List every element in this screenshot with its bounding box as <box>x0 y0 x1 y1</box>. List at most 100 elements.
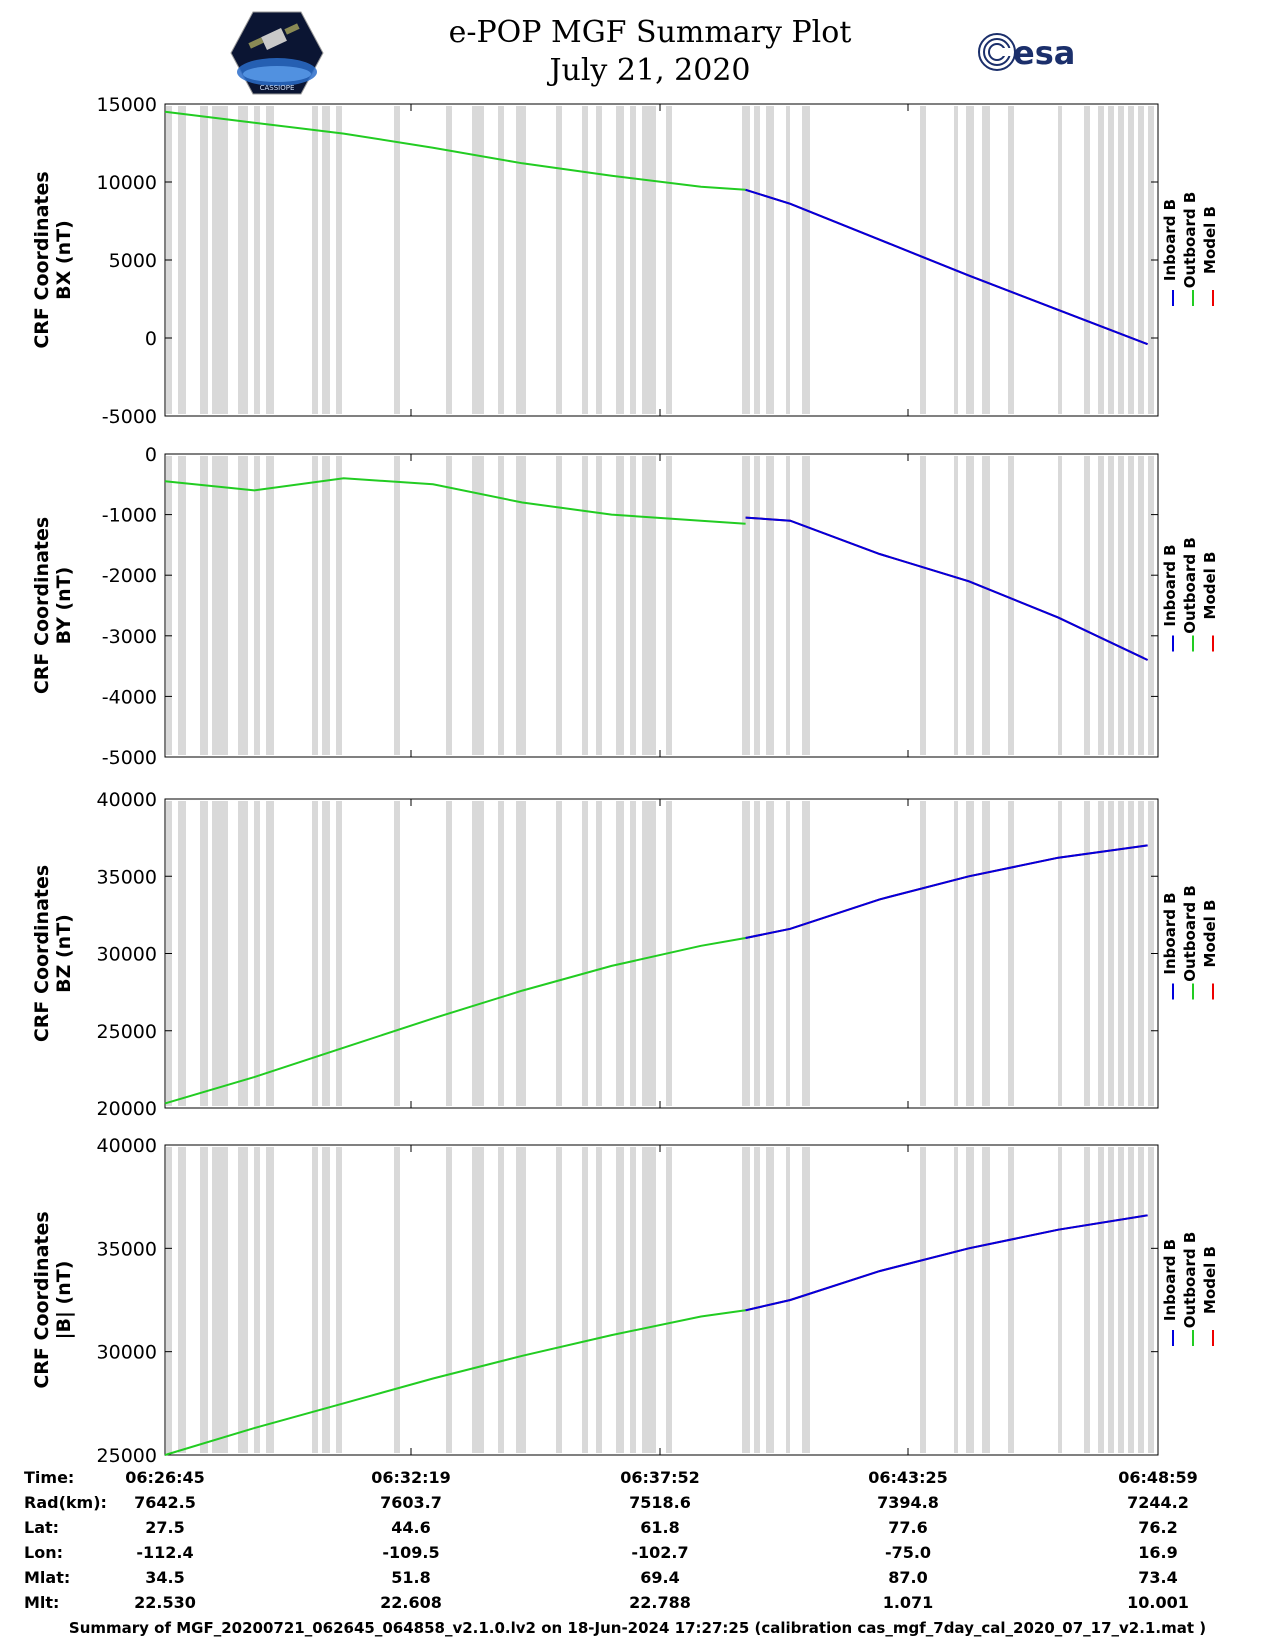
gap-band <box>982 456 990 755</box>
gap-band <box>312 1147 318 1453</box>
gap-band <box>254 456 260 755</box>
gap-band <box>498 456 504 755</box>
ephemeris-cell: -109.5 <box>382 1543 439 1562</box>
ephemeris-cell: 06:32:19 <box>371 1468 451 1487</box>
gap-band <box>446 801 452 1106</box>
gap-band <box>1138 801 1144 1106</box>
gap-band <box>1148 1147 1154 1453</box>
gap-band <box>786 801 790 1106</box>
ephemeris-row-label: Lon: <box>24 1543 63 1562</box>
legend-label: Inboard B <box>1161 892 1179 974</box>
gap-band <box>254 106 260 414</box>
gap-band <box>596 456 602 755</box>
gap-band <box>582 456 588 755</box>
y-tick-label: -1000 <box>102 505 157 527</box>
gap-band <box>1008 456 1014 755</box>
gap-band <box>742 106 750 414</box>
ephemeris-table: Time: Rad(km): Lat: Lon: Mlat: Mlt: 06:26:45 76… <box>24 1468 1198 1612</box>
gap-band <box>394 106 400 414</box>
gap-band <box>1008 801 1014 1106</box>
cassiope-logo-text: CASSIOPE <box>260 84 295 92</box>
gap-band <box>954 1147 958 1453</box>
ephemeris-cell: 87.0 <box>888 1568 927 1587</box>
axes-box <box>164 453 1159 758</box>
y-tick-label: 35000 <box>97 1238 157 1260</box>
legend-label: Outboard B <box>1181 885 1199 982</box>
gap-band <box>766 801 774 1106</box>
gap-band <box>336 106 342 414</box>
gap-band <box>596 1147 602 1453</box>
gap-band <box>322 801 330 1106</box>
legend-label: Inboard B <box>1161 1239 1179 1321</box>
ephemeris-cell: -75.0 <box>885 1543 931 1562</box>
gap-band <box>966 456 974 755</box>
chart-panel-2: -5000 -4000 -3000 -2000 -1000 0 CRF Coordinate… <box>31 444 1219 769</box>
gap-band <box>630 1147 636 1453</box>
y-tick-label: -5000 <box>102 747 157 769</box>
gap-band <box>966 801 974 1106</box>
series-line-inboard-b <box>745 844 1148 939</box>
gap-band <box>266 106 274 414</box>
gap-band <box>178 801 186 1106</box>
gap-band <box>666 106 672 414</box>
esa-logo-text: esa <box>1013 34 1075 72</box>
y-tick-label: 0 <box>145 328 157 350</box>
gap-band <box>754 801 760 1106</box>
ephemeris-cell: 1.071 <box>883 1593 934 1612</box>
gap-band <box>498 106 504 414</box>
gap-band <box>200 1147 208 1453</box>
gap-band <box>212 456 228 755</box>
gap-band <box>322 106 330 414</box>
legend-label: Inboard B <box>1161 544 1179 626</box>
gap-band <box>254 1147 260 1453</box>
gap-band <box>266 456 274 755</box>
gap-band <box>472 456 484 755</box>
gap-band <box>200 106 208 414</box>
legend-label: Inboard B <box>1161 199 1179 281</box>
ephemeris-cell: 7244.2 <box>1127 1493 1189 1512</box>
gap-band <box>516 456 526 755</box>
gap-band <box>266 1147 274 1453</box>
gap-band <box>982 801 990 1106</box>
gap-band <box>1128 106 1134 414</box>
gap-band <box>336 1147 342 1453</box>
gap-band <box>766 106 774 414</box>
gap-band <box>312 456 318 755</box>
y-tick-label: 20000 <box>97 1098 157 1120</box>
gap-band <box>630 106 636 414</box>
gap-band <box>1108 106 1114 414</box>
y-tick-label: 35000 <box>97 866 157 888</box>
ephemeris-cell: 22.608 <box>380 1593 442 1612</box>
y-tick-label: 5000 <box>109 250 157 272</box>
gap-band <box>516 1147 526 1453</box>
gap-band <box>666 1147 672 1453</box>
ephemeris-cell: -102.7 <box>631 1543 688 1562</box>
gap-band <box>516 106 526 414</box>
gap-band <box>312 106 318 414</box>
gap-band <box>1084 801 1090 1106</box>
gap-band <box>920 801 926 1106</box>
gap-band <box>1108 456 1114 755</box>
gap-band <box>966 106 974 414</box>
y-tick-label: 40000 <box>97 789 157 811</box>
gap-band <box>1098 801 1104 1106</box>
gap-band <box>200 801 208 1106</box>
gap-band <box>394 801 400 1106</box>
gap-band <box>1128 1147 1134 1453</box>
gap-band <box>642 106 656 414</box>
gap-band <box>630 801 636 1106</box>
esa-logo: esa <box>978 33 1075 72</box>
y-axis-title-line-2: BX (nT) <box>53 220 75 300</box>
gap-band <box>982 1147 990 1453</box>
ephemeris-cell: -112.4 <box>136 1543 193 1562</box>
axes-box <box>164 1144 1159 1456</box>
y-tick-label: 30000 <box>97 1342 157 1364</box>
y-axis-title-line-1: CRF Coordinates <box>31 1211 53 1388</box>
title-line-1: e-POP MGF Summary Plot <box>448 15 852 50</box>
ephemeris-cell: 10.001 <box>1127 1593 1189 1612</box>
gap-band <box>616 1147 624 1453</box>
ephemeris-cell: 61.8 <box>640 1518 679 1537</box>
gap-band <box>582 1147 588 1453</box>
gap-band <box>472 801 484 1106</box>
gap-band <box>596 106 602 414</box>
